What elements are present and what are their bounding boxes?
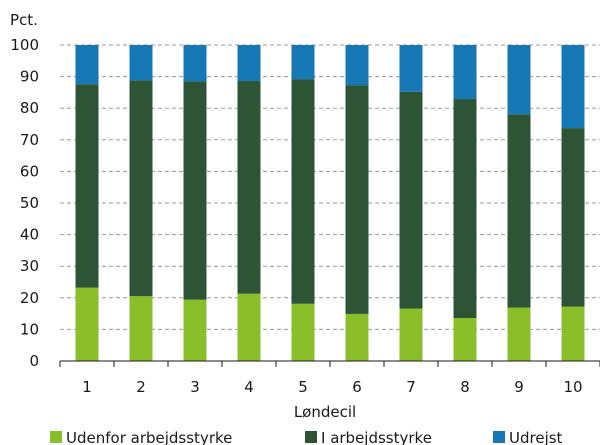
- y-tick-label: 0: [29, 352, 39, 370]
- bar-segment: [507, 45, 531, 115]
- x-tick-label: 5: [298, 378, 308, 396]
- y-axis-title: Pct.: [10, 11, 38, 29]
- y-axis-ticks: 0 10 20 30 40 50 60 70 80 90 100: [10, 36, 39, 370]
- legend-swatch: [493, 431, 505, 443]
- x-tick-label: 8: [460, 378, 470, 396]
- bar-segment: [507, 114, 531, 308]
- x-axis-ticks: 1 2 3 4 5 6 7 8 9 10: [59, 361, 600, 396]
- bar-segment: [183, 81, 207, 300]
- y-tick-label: 70: [20, 131, 39, 149]
- bar-segment: [237, 293, 261, 361]
- y-tick-label: 40: [20, 226, 39, 244]
- bar-segment: [129, 80, 153, 297]
- bar-segment: [453, 318, 477, 361]
- bar-segment: [237, 81, 261, 294]
- x-tick-label: 2: [136, 378, 146, 396]
- bar-segment: [75, 287, 99, 361]
- bar-segment: [399, 91, 423, 309]
- x-tick-label: 3: [190, 378, 200, 396]
- bar-segment: [291, 303, 315, 361]
- x-tick-label: 9: [514, 378, 524, 396]
- bar-segment: [129, 45, 153, 81]
- y-tick-label: 100: [10, 36, 39, 54]
- bar-segment: [345, 45, 369, 86]
- bar-segment: [183, 299, 207, 361]
- bar-segment: [291, 79, 315, 304]
- x-tick-label: 1: [82, 378, 92, 396]
- bar-segment: [507, 307, 531, 361]
- legend-label: Udenfor arbejdsstyrke: [66, 429, 232, 445]
- bar-segment: [345, 313, 369, 361]
- bar-segment: [237, 45, 261, 82]
- x-tick-label: 10: [563, 378, 582, 396]
- x-tick-label: 7: [406, 378, 416, 396]
- y-tick-label: 20: [20, 289, 39, 307]
- y-tick-label: 60: [20, 162, 39, 180]
- bar-segment: [399, 308, 423, 361]
- legend-label: I arbejdsstyrke: [321, 429, 432, 445]
- y-tick-label: 30: [20, 257, 39, 275]
- legend: Udenfor arbejdsstyrke I arbejdsstyrke Udre…: [50, 429, 563, 445]
- bar-segment: [453, 99, 477, 319]
- bar-segment: [399, 45, 423, 92]
- legend-swatch: [305, 431, 317, 443]
- bar-segment: [75, 45, 99, 85]
- bar-segment: [291, 45, 315, 80]
- x-tick-label: 4: [244, 378, 254, 396]
- bar-segment: [129, 296, 153, 361]
- y-tick-label: 50: [20, 194, 39, 212]
- legend-label: Udrejst: [509, 429, 563, 445]
- bar-segment: [75, 84, 99, 288]
- bar-segment: [561, 128, 585, 307]
- bar-segment: [453, 45, 477, 100]
- bar-segment: [561, 45, 585, 129]
- y-tick-label: 10: [20, 320, 39, 338]
- bar-segment: [345, 85, 369, 314]
- bars: [75, 45, 585, 361]
- y-tick-label: 90: [20, 68, 39, 86]
- bar-segment: [561, 306, 585, 361]
- bar-segment: [183, 45, 207, 82]
- x-tick-label: 6: [352, 378, 362, 396]
- legend-swatch: [50, 431, 62, 443]
- y-tick-label: 80: [20, 99, 39, 117]
- x-axis-title: Løndecil: [294, 403, 356, 421]
